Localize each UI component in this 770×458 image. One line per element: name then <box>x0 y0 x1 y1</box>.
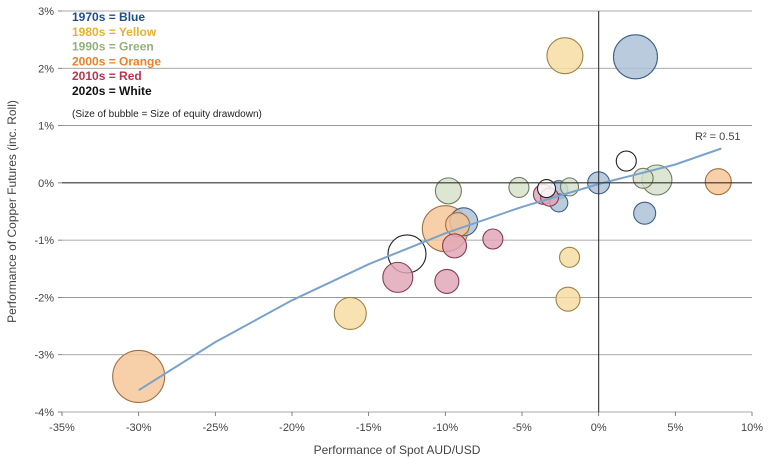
trendline <box>138 147 722 392</box>
bubble-1970s <box>633 201 657 225</box>
legend-item: 1990s = Green <box>72 40 154 54</box>
x-tick-label: -20% <box>279 422 305 434</box>
y-tick-label: 2% <box>38 63 54 75</box>
x-tick-label: 5% <box>667 422 683 434</box>
legend-item: 2000s = Orange <box>72 54 161 68</box>
trendline-layer: R² = 0.51 <box>138 131 741 392</box>
x-tick-label: -10% <box>432 422 458 434</box>
x-axis-title: Performance of Spot AUD/USD <box>314 443 481 457</box>
x-tick-label: -15% <box>356 422 382 434</box>
bubble-1970s <box>612 34 659 80</box>
legend-item: 1980s = Yellow <box>72 25 157 39</box>
legend-item: 1970s = Blue <box>72 10 145 24</box>
y-tick-label: 1% <box>38 121 54 133</box>
legend-item: 2010s = Red <box>72 69 142 83</box>
bubble-1980s <box>546 37 584 75</box>
y-tick-label: -1% <box>34 235 54 247</box>
bubble-1990s <box>434 177 462 205</box>
axes: -4% -3% -2% -1% 0% 1% 2% 3% -35% -30% -25% -20% -15%… <box>5 6 763 457</box>
x-tick-label: -30% <box>126 422 152 434</box>
y-tick-label: 3% <box>38 6 54 18</box>
y-tick-label: -2% <box>34 292 54 304</box>
bubble-1980s <box>558 246 581 268</box>
y-tick-label: -4% <box>34 407 54 419</box>
y-tick-label: -3% <box>34 350 54 362</box>
y-tick-label: 0% <box>38 178 54 190</box>
bubbles <box>112 34 732 404</box>
bubble-2010s <box>434 268 460 294</box>
x-tick-label: 0% <box>591 422 607 434</box>
x-tick-label: -35% <box>49 422 75 434</box>
bubble-size-note: (Size of bubble = Size of equity drawdow… <box>72 109 262 120</box>
x-tick-label: -25% <box>202 422 228 434</box>
x-tick-label: -5% <box>512 422 532 434</box>
bubble-2000s <box>112 349 166 404</box>
bubble-1990s <box>508 176 530 198</box>
r-squared-label: R² = 0.51 <box>695 131 741 143</box>
bubble-2010s <box>482 228 504 250</box>
legend-item: 2020s = White <box>72 84 152 98</box>
bubble-2020s <box>536 179 557 199</box>
bubble-2010s <box>441 233 468 259</box>
x-tick-label: 10% <box>741 422 763 434</box>
grid-lines <box>62 10 752 413</box>
bubble-1980s <box>333 296 367 331</box>
bubble-2010s <box>382 261 414 293</box>
bubble-2020s <box>615 150 637 172</box>
bubble-2000s <box>704 168 732 196</box>
y-axis-title: Performance of Copper Futures (inc. Roll… <box>5 100 19 323</box>
bubble-1980s <box>555 286 581 312</box>
bubble-2000s <box>445 212 471 238</box>
